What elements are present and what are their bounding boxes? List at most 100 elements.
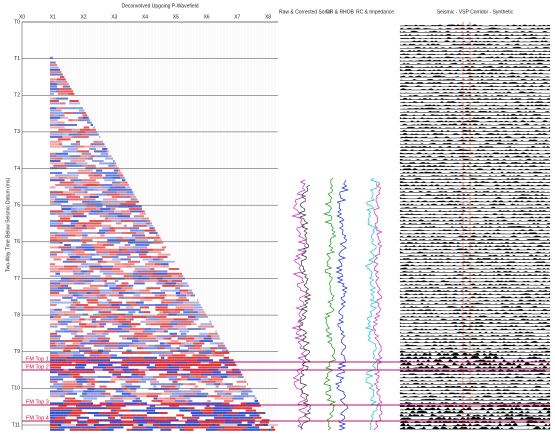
wavefield-stripe — [99, 162, 110, 164]
wavefield-stripe — [84, 196, 90, 198]
wavefield-stripe — [108, 189, 120, 191]
wavefield-stripe — [87, 227, 96, 229]
wavefield-stripe — [64, 230, 78, 232]
wavefield-stripe — [117, 376, 125, 378]
wavefield-stripe — [102, 256, 111, 258]
wavefield-stripe — [92, 400, 105, 402]
wavefield-stripe — [160, 326, 173, 328]
wavefield-stripe — [157, 347, 165, 349]
wavefield-stripe — [169, 261, 175, 263]
wavefield-stripe — [249, 414, 259, 416]
wavefield-stripe — [103, 273, 111, 275]
wavefield-stripe — [214, 390, 218, 392]
wavefield-stripe — [86, 371, 96, 373]
wavefield-stripe — [50, 143, 59, 145]
wavefield-stripe — [182, 359, 197, 361]
wavefield-stripe — [198, 350, 206, 352]
wavefield-stripe — [80, 316, 89, 318]
wavefield-stripe — [127, 256, 132, 258]
wavefield-stripe — [50, 249, 61, 251]
wavefield-stripe — [111, 225, 124, 227]
wavefield-stripe — [183, 302, 196, 304]
wavefield-stripe — [106, 206, 118, 208]
wavefield-stripe — [50, 110, 62, 112]
wavefield-stripe — [197, 299, 198, 301]
wavefield-stripe — [93, 390, 106, 392]
wavefield-stripe — [82, 426, 96, 428]
wavefield-stripe — [54, 201, 68, 203]
wavefield-stripe — [67, 393, 77, 395]
wavefield-stripe — [108, 153, 110, 155]
wavefield-stripe — [233, 417, 240, 419]
wavefield-stripe — [189, 383, 196, 385]
wavefield-stripe — [82, 165, 87, 167]
wavefield-stripe — [152, 400, 158, 402]
wavefield-stripe — [128, 311, 135, 313]
wavefield-stripe — [247, 400, 254, 402]
wavefield-stripe — [50, 280, 59, 282]
wavefield-stripe — [138, 270, 149, 272]
wavefield-stripe — [183, 311, 198, 313]
wavefield-stripe — [140, 299, 152, 301]
wavefield-stripe — [100, 215, 106, 217]
wavefield-stripe — [99, 136, 100, 138]
wavefield-stripe — [110, 230, 115, 232]
wavefield-stripe — [238, 412, 251, 414]
wavefield-stripe — [167, 342, 181, 344]
wavefield-stripe — [191, 304, 201, 306]
wavefield-stripe — [168, 357, 173, 359]
wavefield-stripe — [50, 350, 63, 352]
wavefield-stripe — [50, 342, 55, 344]
wavefield-stripe — [111, 376, 117, 378]
wavefield-stripe — [198, 366, 207, 368]
wavefield-stripe — [122, 386, 126, 388]
wavefield-stripe — [105, 174, 119, 176]
x-tick-label: X7 — [234, 14, 240, 20]
wavefield-stripe — [137, 414, 147, 416]
wavefield-stripe — [50, 172, 62, 174]
wavefield-stripe — [126, 266, 132, 268]
wavefield-stripe — [60, 263, 69, 265]
wavefield-stripe — [140, 256, 152, 258]
wavefield-stripe — [82, 410, 96, 412]
wavefield-stripe — [110, 398, 113, 400]
y-tick-label: T0 — [14, 19, 20, 25]
wavefield-stripe — [88, 412, 99, 414]
wavefield-stripe — [111, 311, 117, 313]
wavefield-stripe — [166, 417, 176, 419]
wavefield-stripe — [71, 333, 77, 335]
wavefield-stripe — [50, 234, 55, 236]
wavefield-stripe — [119, 359, 122, 361]
wavefield-stripe — [127, 417, 133, 419]
wavefield-stripe — [146, 378, 157, 380]
wavefield-stripe — [156, 338, 163, 340]
wavefield-stripe — [146, 321, 156, 323]
wavefield-stripe — [69, 134, 82, 136]
wavefield-stripe — [84, 273, 90, 275]
wavefield-stripe — [248, 393, 253, 395]
wavefield-stripe — [69, 263, 81, 265]
wavefield-stripe — [222, 426, 225, 428]
wavefield-stripe — [71, 251, 85, 253]
wavefield-stripe — [94, 345, 105, 347]
wavefield-stripe — [99, 359, 110, 361]
wavefield-stripe — [99, 230, 110, 232]
wavefield-stripe — [80, 395, 94, 397]
wavefield-stripe — [50, 306, 59, 308]
wavefield-stripe — [93, 141, 98, 143]
wavefield-stripe — [162, 246, 166, 248]
wavefield-stripe — [92, 160, 104, 162]
wavefield-stripe — [168, 290, 173, 292]
wavefield-stripe — [50, 88, 59, 90]
wavefield-stripe — [189, 299, 197, 301]
wavefield-stripe — [50, 287, 58, 289]
wavefield-stripe — [102, 335, 105, 337]
wavefield-stripe — [50, 426, 59, 428]
wavefield-stripe — [119, 412, 132, 414]
wavefield-stripe — [88, 318, 92, 320]
wavefield-stripe — [131, 213, 139, 215]
wavefield-stripe — [229, 374, 238, 376]
wavefield-stripe — [70, 220, 78, 222]
wavefield-stripe — [69, 189, 81, 191]
wavefield-stripe — [148, 335, 157, 337]
